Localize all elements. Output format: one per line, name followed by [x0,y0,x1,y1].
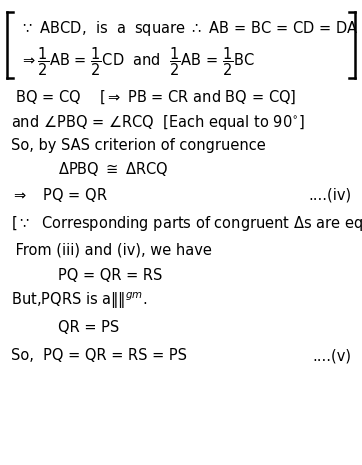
Text: $\Delta$PBQ $\cong$ $\Delta$RCQ: $\Delta$PBQ $\cong$ $\Delta$RCQ [58,160,169,178]
Text: So, by SAS criterion of congruence: So, by SAS criterion of congruence [11,138,266,153]
Text: ....(iv): ....(iv) [308,188,351,203]
Text: But,PQRS is a$\|\|^{gm}$.: But,PQRS is a$\|\|^{gm}$. [11,291,147,311]
Text: BQ = CQ    [$\Rightarrow$ PB = CR and BQ = CQ]: BQ = CQ [$\Rightarrow$ PB = CR and BQ = … [11,89,296,106]
Text: $\because$ ABCD,  is  a  square $\therefore$ AB = BC = CD = DA: $\because$ ABCD, is a square $\therefore… [20,20,358,38]
Text: PQ = QR = RS: PQ = QR = RS [58,268,162,283]
Text: From (iii) and (iv), we have: From (iii) and (iv), we have [11,242,212,257]
Text: $\Rightarrow\dfrac{1}{2}$AB = $\dfrac{1}{2}$CD  and  $\dfrac{1}{2}$AB = $\dfrac{: $\Rightarrow\dfrac{1}{2}$AB = $\dfrac{1}… [20,45,255,78]
Text: QR = PS: QR = PS [58,320,119,335]
Text: [$\because$  Corresponding parts of congruent $\Delta$s are equal]: [$\because$ Corresponding parts of congr… [11,214,362,232]
Text: $\Rightarrow$   PQ = QR: $\Rightarrow$ PQ = QR [11,186,108,204]
Text: and $\angle$PBQ = $\angle$RCQ  [Each equal to 90$^{\circ}$]: and $\angle$PBQ = $\angle$RCQ [Each equa… [11,113,305,132]
Text: So,  PQ = QR = RS = PS: So, PQ = QR = RS = PS [11,348,187,363]
Text: ....(v): ....(v) [312,348,351,363]
